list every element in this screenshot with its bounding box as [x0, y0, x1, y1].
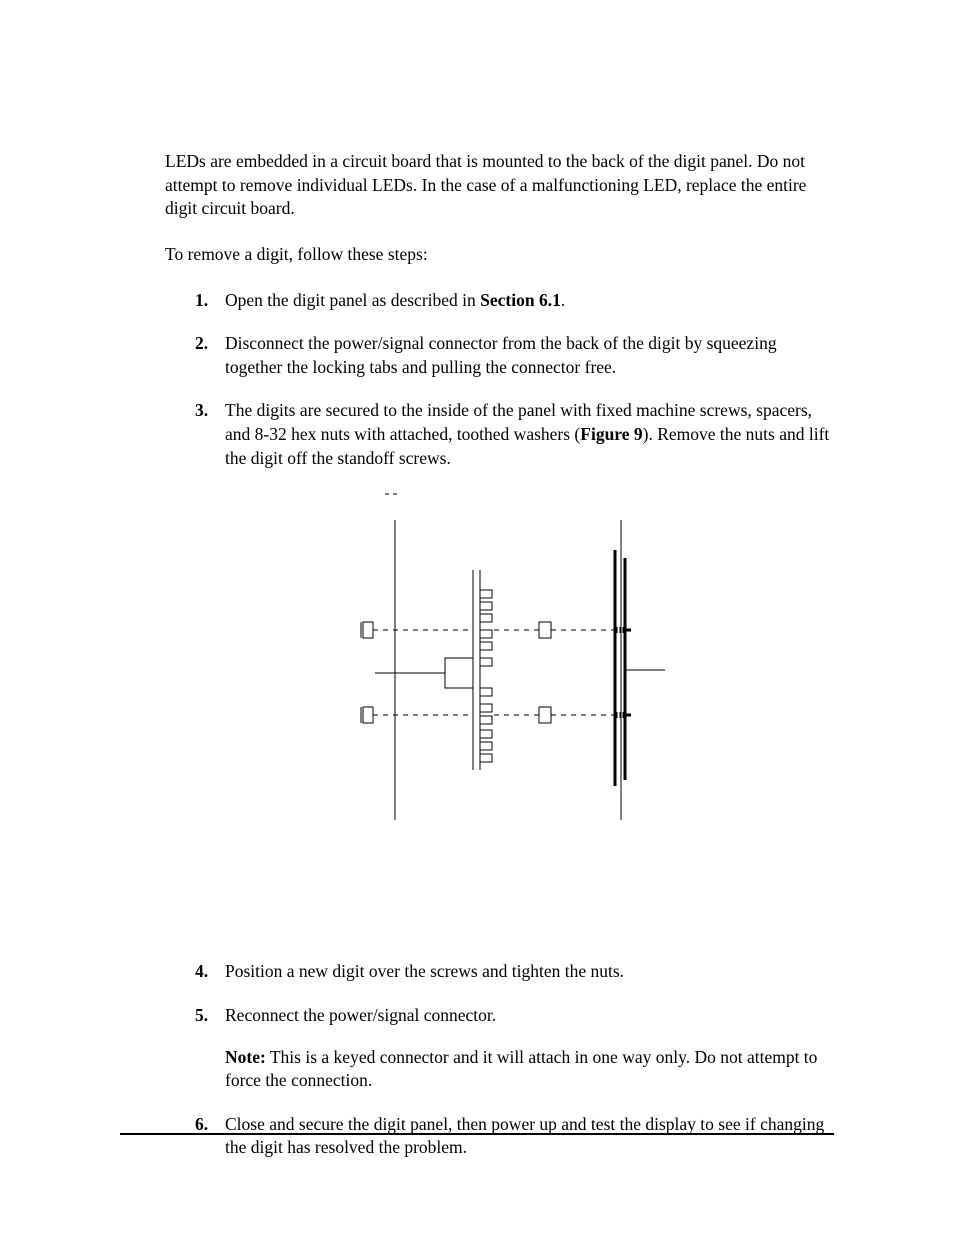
step-item-1: 1. Open the digit panel as described in …: [195, 289, 834, 313]
step-text: Reconnect the power/signal connector.: [225, 1005, 496, 1025]
step-item-5: 5. Reconnect the power/signal connector.…: [195, 1004, 834, 1093]
figure-9-svg: [225, 490, 705, 920]
step-text: Position a new digit over the screws and…: [225, 961, 624, 981]
intro-text: LEDs are embedded in a circuit board tha…: [165, 150, 834, 221]
figure-ref: Figure 9: [580, 424, 642, 444]
step-text-part: .: [561, 290, 565, 310]
figure-9: [225, 490, 834, 920]
step-item-2: 2. Disconnect the power/signal connector…: [195, 332, 834, 379]
step-item-4: 4. Position a new digit over the screws …: [195, 960, 834, 984]
step-text: The digits are secured to the inside of …: [225, 400, 829, 467]
step-number: 3.: [195, 399, 208, 423]
step-number: 5.: [195, 1004, 208, 1028]
step-number: 1.: [195, 289, 208, 313]
step-number: 2.: [195, 332, 208, 356]
step-text: Close and secure the digit panel, then p…: [225, 1114, 824, 1158]
step-text-part: Open the digit panel as described in: [225, 290, 480, 310]
lead-text: To remove a digit, follow these steps:: [165, 243, 834, 267]
steps-list: 1. Open the digit panel as described in …: [165, 289, 834, 1161]
step-note: Note: This is a keyed connector and it w…: [225, 1046, 834, 1093]
step-item-6: 6. Close and secure the digit panel, the…: [195, 1113, 834, 1160]
section-ref: Section 6.1: [480, 290, 561, 310]
step-number: 4.: [195, 960, 208, 984]
step-item-3: 3. The digits are secured to the inside …: [195, 399, 834, 920]
note-label: Note:: [225, 1047, 266, 1067]
note-body: This is a keyed connector and it will at…: [225, 1047, 817, 1091]
footer-rule: [120, 1133, 834, 1135]
document-page: LEDs are embedded in a circuit board tha…: [0, 0, 954, 1235]
step-text: Open the digit panel as described in Sec…: [225, 290, 565, 310]
step-text: Disconnect the power/signal connector fr…: [225, 333, 777, 377]
